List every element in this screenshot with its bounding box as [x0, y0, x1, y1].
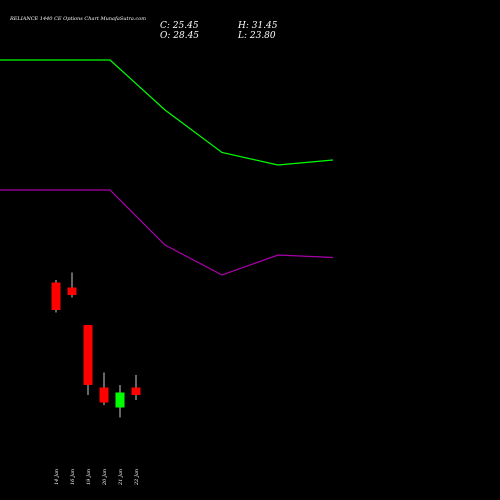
- candle-body: [131, 387, 141, 395]
- candle-body: [99, 387, 109, 403]
- x-tick-label: 22 Jan: [134, 469, 140, 486]
- x-tick-label: 20 Jan: [102, 469, 108, 486]
- low-readout: L: 23.80: [237, 31, 276, 41]
- close-readout: C: 25.45: [160, 21, 199, 31]
- x-tick-label: 19 Jan: [86, 469, 92, 485]
- chart-title: RELIANCE 1440 CE Options Chart MunafaSut…: [9, 16, 146, 22]
- high-readout: H: 31.45: [237, 21, 278, 31]
- series-line-1: [0, 59, 334, 166]
- x-tick-label: 14 Jan: [54, 469, 60, 485]
- x-tick-label: 16 Jan: [70, 469, 76, 485]
- x-tick-label: 21 Jan: [118, 469, 124, 486]
- x-axis-ticks: 14 Jan 16 Jan 19 Jan 20 Jan 21 Jan 22 Jan: [54, 469, 140, 486]
- candle-1: [51, 280, 61, 313]
- candle-3: [83, 325, 93, 395]
- candle-body: [115, 392, 125, 408]
- candle-6: [131, 375, 141, 400]
- candle-4: [99, 372, 109, 405]
- candle-body: [51, 282, 61, 310]
- candle-body: [83, 325, 93, 385]
- candles: [51, 272, 141, 418]
- candle-2: [67, 272, 77, 298]
- candle-5: [115, 385, 125, 418]
- series-line-2: [0, 189, 334, 276]
- open-readout: O: 28.45: [160, 31, 199, 41]
- candle-body: [67, 287, 77, 295]
- indicator-lines: [0, 59, 334, 276]
